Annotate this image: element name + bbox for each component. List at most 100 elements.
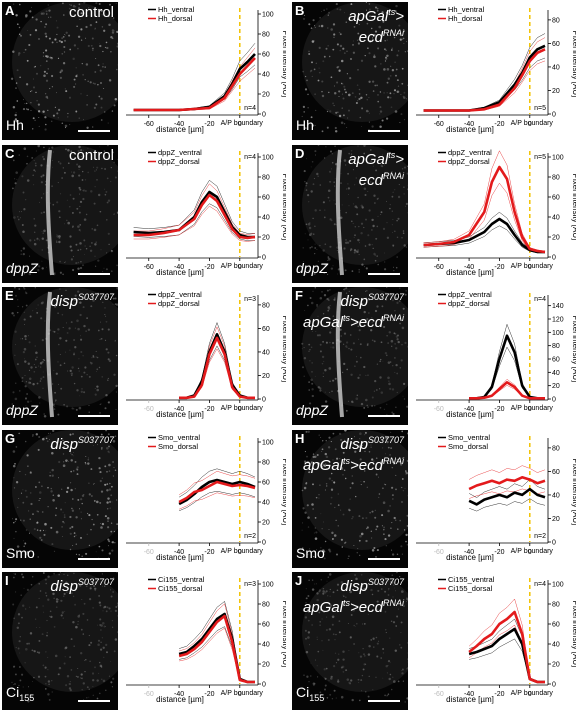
line-chart: -60 -40 -20 0 distance [µm] A/P boundary 0 20 40… [408, 145, 576, 283]
condition2-superscript: RNAi [382, 28, 404, 38]
y-tick-label: 100 [262, 582, 274, 589]
y-tick-label: 60 [552, 357, 560, 364]
x-tick-label: 0 [238, 264, 242, 271]
x-tick-label: -20 [494, 121, 504, 128]
y-tick-label: 0 [262, 682, 266, 689]
condition-label: dispS037707 apGalts>ecdRNAi [303, 574, 404, 616]
wing-disc [12, 145, 118, 265]
y-tick-label: 20 [262, 662, 270, 669]
y-tick-label: 40 [262, 642, 270, 649]
x-tick-label: -20 [204, 406, 214, 413]
x-axis-label: distance [µm] [156, 553, 204, 562]
x-tick-label: 0 [528, 121, 532, 128]
x-tick-label: -60 [144, 406, 154, 413]
y-tick-label: 20 [552, 235, 560, 242]
condition-text: disp [340, 293, 368, 310]
x-axis-label: distance [µm] [156, 125, 204, 134]
y-tick-label: 60 [552, 41, 560, 48]
wing-disc [12, 572, 118, 692]
x-axis-label: distance [µm] [156, 695, 204, 704]
scale-bar [368, 700, 400, 702]
condition-tail: > [395, 8, 404, 25]
y-axis-label: Pixel intensity [AU] [571, 459, 576, 526]
x-tick-label: -40 [464, 264, 474, 271]
condition2-text: ecd [358, 172, 383, 189]
x-axis-label: distance [µm] [446, 125, 494, 134]
boundary-label: A/P boundary [511, 690, 554, 697]
panel-letter: E [5, 288, 14, 303]
series-variability-line [133, 203, 255, 241]
n-label: n=3 [244, 581, 256, 588]
y-tick-label: 20 [552, 516, 560, 523]
condition2-superscript: ts [343, 456, 351, 466]
line-chart: -60 -40 -20 0 distance [µm] A/P boundary 0 20 40… [118, 2, 286, 140]
legend-label: Hh_ventral [448, 5, 485, 14]
condition2-text: ecd [358, 29, 383, 46]
x-tick-label: -60 [144, 691, 154, 698]
x-tick-label: -40 [174, 691, 184, 698]
wing-disc [302, 430, 408, 550]
dpp-stripe [45, 291, 54, 418]
panel-letter: B [295, 3, 305, 18]
series-mean-line [469, 381, 545, 400]
condition-label: dispS037707 [50, 432, 114, 453]
stain-label: dppZ [296, 260, 328, 276]
tissue-texture [10, 2, 118, 132]
stain-text: Smo [296, 545, 325, 561]
stain-text: Ci [6, 684, 20, 701]
x-tick-label: 0 [238, 406, 242, 413]
stain-label: Smo [296, 545, 325, 561]
stain-text: dppZ [296, 260, 328, 276]
tissue-texture [301, 2, 408, 133]
x-tick-label: -60 [434, 121, 444, 128]
line-chart: -60 -40 -20 0 distance [µm] A/P boundary 0 20 40… [408, 430, 576, 568]
condition-superscript: S037707 [77, 435, 114, 445]
legend-label: Hh_dorsal [448, 14, 483, 23]
series-variability-line [469, 638, 545, 683]
series-mean-line [179, 336, 255, 400]
y-tick-label: 20 [262, 520, 270, 527]
x-tick-label: -60 [144, 264, 154, 271]
condition-text: control [68, 147, 114, 164]
boundary-label: A/P boundary [511, 120, 554, 127]
dpp-stripe [45, 149, 54, 276]
line-chart: -60 -40 -20 0 distance [µm] A/P boundary 0 20 40… [408, 287, 576, 425]
wing-disc [12, 2, 118, 122]
y-tick-label: 80 [552, 343, 560, 350]
y-tick-label: 20 [552, 383, 560, 390]
condition2-superscript: RNAi [382, 171, 404, 181]
y-tick-label: 40 [262, 72, 270, 79]
condition-superscript: ts [388, 7, 396, 17]
y-tick-label: 100 [262, 155, 274, 162]
condition-superscript: S037707 [367, 292, 404, 302]
series-mean-line [468, 627, 545, 684]
wing-disc [302, 572, 408, 692]
y-tick-label: 60 [262, 326, 270, 333]
x-tick-label: -20 [204, 264, 214, 271]
y-tick-label: 80 [552, 602, 560, 609]
y-tick-label: 0 [552, 682, 556, 689]
line-chart: -60 -40 -20 0 distance [µm] A/P boundary 0 20 40… [118, 287, 286, 425]
y-axis-label: Pixel intensity [AU] [281, 601, 286, 668]
legend-label: Smo_dorsal [158, 442, 198, 451]
y-tick-label: 100 [552, 582, 564, 589]
y-tick-label: 60 [262, 52, 270, 59]
series-variability-line [178, 468, 256, 498]
n-label: n=4 [244, 105, 256, 112]
x-tick-label: -20 [494, 691, 504, 698]
condition2-tail-superscript: RNAi [382, 456, 404, 466]
boundary-label: A/P boundary [221, 120, 264, 127]
x-axis-label: distance [µm] [446, 410, 494, 419]
boundary-label: A/P boundary [511, 548, 554, 555]
stain-subscript: 155 [19, 693, 35, 703]
y-tick-label: 80 [262, 32, 270, 39]
series-mean-line [179, 332, 255, 400]
